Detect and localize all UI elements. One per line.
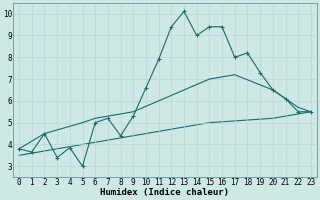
X-axis label: Humidex (Indice chaleur): Humidex (Indice chaleur) (100, 188, 229, 197)
